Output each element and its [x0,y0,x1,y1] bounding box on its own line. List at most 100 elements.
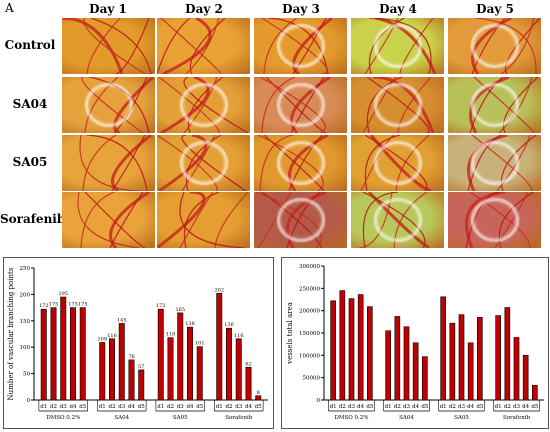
bar-value-label: 175 [68,302,78,308]
y-tick-label: 150 [20,319,31,325]
category-label: d3 [513,404,521,410]
category-label: d1 [40,404,47,410]
bar-value-label: 175 [49,302,59,308]
blood-vessel [62,18,124,74]
blood-vessel [185,18,220,74]
day-header-5: Day 5 [476,2,514,16]
bar [477,317,483,401]
silicone-ring [373,83,422,127]
blood-vessel [109,192,144,248]
blood-vessel [362,192,399,248]
y-tick-label: 200000 [299,309,320,315]
bar-value-label: 195 [58,291,68,297]
blood-vessel [162,18,212,74]
category-label: d1 [385,404,392,410]
blood-vessel [109,192,150,248]
category-label: d2 [339,404,346,410]
category-label: d1 [216,404,223,410]
silicone-ring [84,83,133,127]
category-label: d2 [449,404,456,410]
silicone-ring [276,24,325,68]
category-label: d1 [440,404,447,410]
chart-branching-points: 0 50 100 150 200 250 Number of vascular branch… [7,266,268,421]
bar [109,338,115,401]
bar [118,323,125,401]
bar [50,307,57,401]
silicone-ring [276,141,325,185]
bar [235,338,242,401]
cam-photo [351,135,444,191]
bar [440,296,446,401]
bar [422,356,428,401]
blood-vessel [80,192,115,248]
bar-value-label: 116 [107,333,117,339]
bar-value-label: 57 [138,364,144,370]
cam-photo [62,135,155,191]
category-label: d5 [476,404,484,410]
cam-photo [62,192,155,248]
bar-value-label: 118 [166,332,176,338]
blood-vessel [366,77,403,133]
category-label: d2 [108,404,115,410]
bar-value-label: 165 [175,307,185,313]
bar [357,294,364,401]
bar [255,395,262,401]
bar-value-label: 116 [234,333,244,339]
row-label-control: Control [4,38,56,52]
chart-b-frame: 0 50 100 150 200 250 Number of vascular branch… [3,257,274,429]
group-label: SA05 [173,415,188,421]
bar [412,342,419,401]
category-label: d4 [467,404,475,410]
y-tick-label: 0 [317,398,321,404]
bar-value-label: 109 [97,336,107,342]
bar-value-label: 202 [214,287,224,293]
bar [128,359,135,401]
group-label: DMSO 0.2% [46,415,80,421]
cam-photo [254,77,347,133]
blood-vessel [86,18,121,74]
blood-vessel [160,18,222,74]
y-tick-label: 50 [23,372,30,378]
cam-photo [157,18,250,74]
bar [226,327,232,401]
y-tick-label: 100000 [299,353,320,359]
category-label: d5 [255,404,263,410]
bar [187,326,193,401]
bar-value-label: 136 [224,322,234,328]
category-label: d3 [60,404,68,410]
blood-vessel [498,77,533,133]
cam-photo [254,135,347,191]
bar-value-label: 145 [117,317,127,323]
category-label: d4 [522,404,530,410]
y-tick-label: 200 [20,292,31,298]
panel-letter-a: A [5,1,14,15]
category-label: d1 [495,404,502,410]
bar [60,296,67,401]
silicone-ring [276,83,325,127]
bar [467,342,474,401]
category-label: d3 [118,404,126,410]
bar-value-label: 172 [39,303,49,309]
category-label: d4 [412,404,420,410]
day-header-2: Day 2 [185,2,223,16]
bar [196,346,203,401]
day-header-3: Day 3 [282,2,320,16]
bar [458,314,465,401]
silicone-ring [179,141,228,185]
bar [449,322,456,401]
bar-value-label: 62 [245,361,251,367]
blood-vessel [183,192,220,248]
y-axis-label: vessels total area [286,302,294,365]
row-label-sorafenib: Sorafenib [0,212,66,226]
category-label: d4 [128,404,136,410]
silicone-ring [373,141,422,185]
category-label: d3 [348,404,356,410]
category-label: d5 [79,404,87,410]
group-label: SA04 [399,415,414,421]
cam-photo [157,135,250,191]
row-label-sa05: SA05 [12,155,48,169]
blood-vessel [259,135,294,191]
category-label: d4 [186,404,194,410]
category-label: d3 [403,404,411,410]
cam-photo [351,77,444,133]
